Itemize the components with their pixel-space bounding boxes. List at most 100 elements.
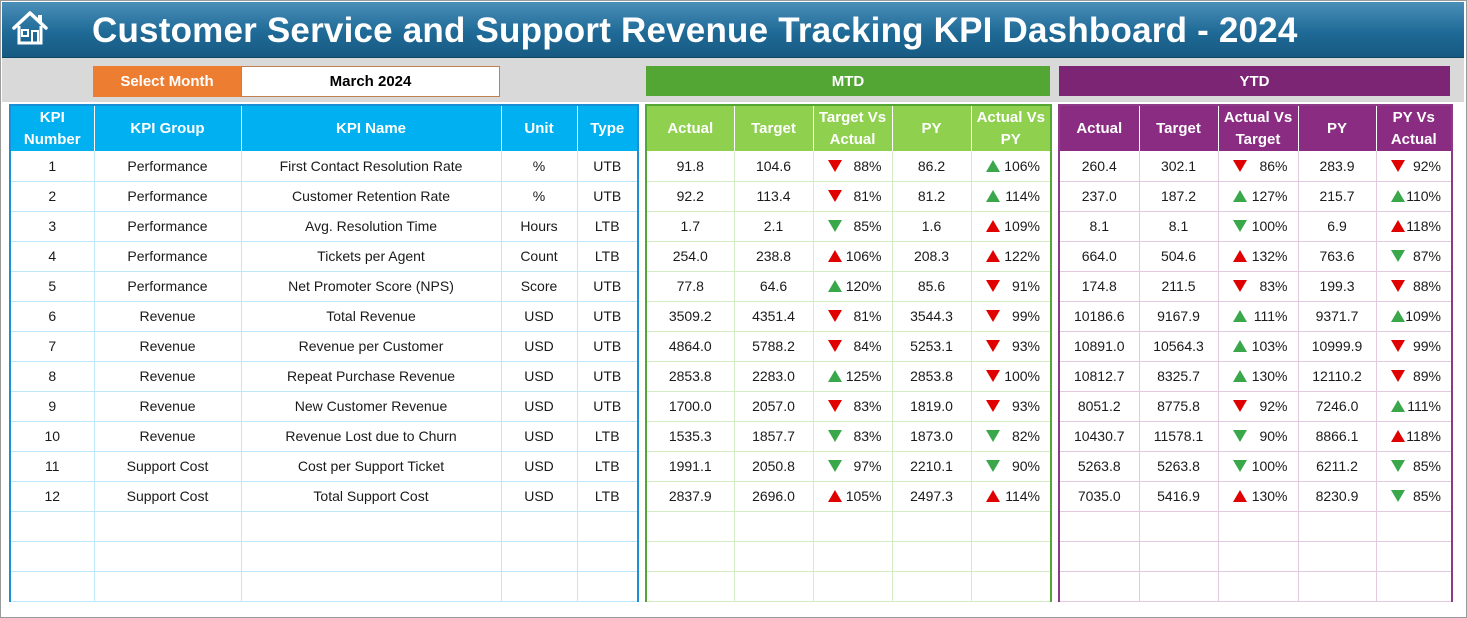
- empty-cell: [1059, 511, 1140, 542]
- ytd-py-vs-actual-indicator: 111%: [1381, 398, 1448, 414]
- ytd-actual-vs-target-value: 130%: [1251, 488, 1288, 504]
- kpi-number: 3: [10, 211, 95, 242]
- kpi-unit: USD: [501, 331, 578, 362]
- mtd-target: 4351.4: [734, 301, 814, 332]
- mtd-target-vs-actual-cell: 84%: [813, 331, 893, 362]
- table-row: 10891.0 10564.3 103% 10999.9 99%: [1059, 331, 1453, 362]
- ytd-py-vs-actual-cell: 87%: [1376, 241, 1453, 272]
- empty-cell: [1059, 571, 1140, 602]
- ytd-target: 187.2: [1139, 181, 1219, 212]
- ytd-py-vs-actual-value: 110%: [1406, 188, 1441, 204]
- ytd-target: 5416.9: [1139, 481, 1219, 512]
- arrow-down-icon: [985, 430, 1000, 442]
- column-header: PY: [1298, 105, 1377, 151]
- empty-cell: [1376, 571, 1453, 602]
- table-row: 4 Performance Tickets per Agent Count LTB: [10, 241, 639, 272]
- mtd-actual-vs-py-value: 93%: [1011, 338, 1040, 354]
- arrow-down-icon: [985, 370, 1000, 382]
- table-row: 8.1 8.1 100% 6.9 118%: [1059, 211, 1453, 242]
- mtd-target-vs-actual-cell: 106%: [813, 241, 893, 272]
- mtd-target-vs-actual-indicator: 120%: [818, 278, 888, 294]
- ytd-actual-vs-target-value: 100%: [1251, 218, 1288, 234]
- mtd-actual: 1.7: [646, 211, 735, 242]
- kpi-type: LTB: [577, 421, 639, 452]
- kpi-group: Performance: [94, 181, 242, 212]
- ytd-actual-vs-target-cell: 130%: [1218, 481, 1299, 512]
- mtd-target-vs-actual-cell: 120%: [813, 271, 893, 302]
- arrow-up-icon: [827, 280, 842, 292]
- kpi-group: Performance: [94, 241, 242, 272]
- mtd-actual-vs-py-cell: 109%: [971, 211, 1052, 242]
- mtd-target-vs-actual-indicator: 84%: [818, 338, 888, 354]
- ytd-py-vs-actual-value: 111%: [1407, 398, 1441, 414]
- kpi-unit: USD: [501, 301, 578, 332]
- kpi-group: Performance: [94, 211, 242, 242]
- ytd-actual: 664.0: [1059, 241, 1140, 272]
- table-row: 10812.7 8325.7 130% 12110.2 89%: [1059, 361, 1453, 392]
- empty-cell: [501, 541, 578, 572]
- ytd-actual-vs-target-indicator: 90%: [1223, 428, 1294, 444]
- kpi-type: LTB: [577, 211, 639, 242]
- empty-cell: [1218, 511, 1299, 542]
- mtd-actual-vs-py-cell: 93%: [971, 391, 1052, 422]
- ytd-py-vs-actual-value: 118%: [1406, 428, 1441, 444]
- empty-cell: [892, 571, 972, 602]
- table-row: 8051.2 8775.8 92% 7246.0 111%: [1059, 391, 1453, 422]
- table-row: 11 Support Cost Cost per Support Ticket USD…: [10, 451, 639, 482]
- arrow-up-icon: [1232, 340, 1247, 352]
- month-select[interactable]: March 2024: [241, 66, 500, 97]
- column-header: KPI Name: [241, 105, 502, 151]
- ytd-target: 211.5: [1139, 271, 1219, 302]
- empty-cell: [813, 541, 893, 572]
- kpi-unit: USD: [501, 391, 578, 422]
- ytd-py-vs-actual-value: 99%: [1412, 338, 1441, 354]
- table-row: 2853.8 2283.0 125% 2853.8 100%: [646, 361, 1052, 392]
- table-row: 260.4 302.1 86% 283.9 92%: [1059, 151, 1453, 182]
- ytd-band: YTD: [1059, 66, 1450, 96]
- ytd-py-vs-actual-cell: 99%: [1376, 331, 1453, 362]
- mtd-target: 2050.8: [734, 451, 814, 482]
- arrow-down-icon: [827, 340, 842, 352]
- mtd-py: 2210.1: [892, 451, 972, 482]
- empty-cell: [94, 511, 242, 542]
- empty-cell: [10, 571, 95, 602]
- table-row: 664.0 504.6 132% 763.6 87%: [1059, 241, 1453, 272]
- mtd-target-vs-actual-value: 97%: [853, 458, 882, 474]
- mtd-actual-vs-py-indicator: 91%: [976, 278, 1047, 294]
- ytd-actual-vs-target-indicator: 100%: [1223, 218, 1294, 234]
- ytd-table: Actual Target Actual Vs Target PY PY Vs Actu…: [1058, 104, 1453, 602]
- mtd-target-vs-actual-indicator: 125%: [818, 368, 888, 384]
- arrow-down-icon: [827, 190, 842, 202]
- mtd-target-vs-actual-indicator: 83%: [818, 428, 888, 444]
- ytd-target: 8325.7: [1139, 361, 1219, 392]
- ytd-target: 504.6: [1139, 241, 1219, 272]
- mtd-actual-vs-py-value: 114%: [1005, 188, 1040, 204]
- arrow-up-icon: [1232, 250, 1247, 262]
- mtd-actual-vs-py-cell: 100%: [971, 361, 1052, 392]
- kpi-group: Revenue: [94, 331, 242, 362]
- kpi-unit: USD: [501, 361, 578, 392]
- ytd-actual-vs-target-indicator: 83%: [1223, 278, 1294, 294]
- mtd-target: 2.1: [734, 211, 814, 242]
- arrow-down-icon: [985, 340, 1000, 352]
- table-row: 9 Revenue New Customer Revenue USD UTB: [10, 391, 639, 422]
- home-icon[interactable]: [10, 8, 50, 48]
- empty-cell: [646, 541, 735, 572]
- mtd-actual: 3509.2: [646, 301, 735, 332]
- arrow-down-icon: [827, 310, 842, 322]
- mtd-py: 85.6: [892, 271, 972, 302]
- ytd-actual-vs-target-value: 90%: [1259, 428, 1288, 444]
- ytd-actual-vs-target-cell: 130%: [1218, 361, 1299, 392]
- ytd-py-vs-actual-cell: 110%: [1376, 181, 1453, 212]
- mtd-actual-vs-py-indicator: 114%: [976, 488, 1047, 504]
- mtd-actual-vs-py-indicator: 93%: [976, 338, 1047, 354]
- mtd-target: 2283.0: [734, 361, 814, 392]
- ytd-py: 215.7: [1298, 181, 1377, 212]
- ytd-actual-vs-target-indicator: 86%: [1223, 158, 1294, 174]
- arrow-up-icon: [1390, 310, 1405, 322]
- table-row: 4864.0 5788.2 84% 5253.1 93%: [646, 331, 1052, 362]
- mtd-target-vs-actual-value: 120%: [845, 278, 882, 294]
- arrow-down-icon: [1390, 280, 1405, 292]
- ytd-actual-vs-target-cell: 92%: [1218, 391, 1299, 422]
- mtd-actual-vs-py-value: 99%: [1011, 308, 1040, 324]
